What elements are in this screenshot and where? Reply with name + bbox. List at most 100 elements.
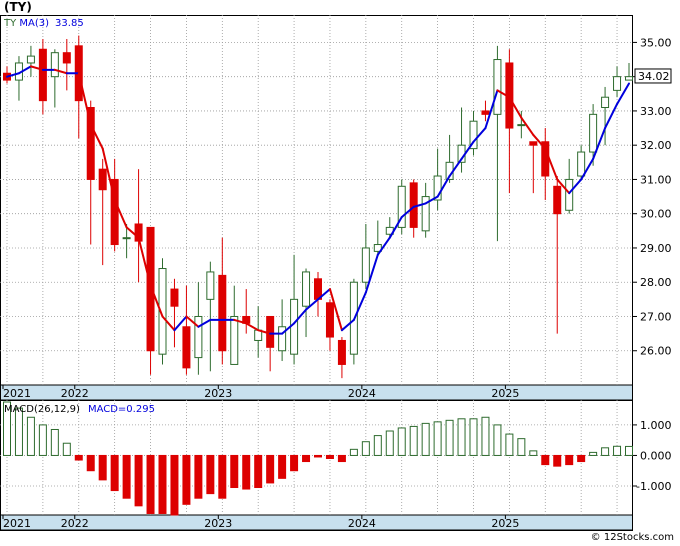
macd-bar xyxy=(302,454,311,463)
macd-bar xyxy=(361,441,370,456)
ma-line-segment xyxy=(424,195,439,205)
ma-line-segment xyxy=(496,89,511,99)
macd-date-axis xyxy=(0,514,633,531)
macd-bar xyxy=(3,401,11,456)
macd-bar xyxy=(110,454,119,492)
ma-line-segment xyxy=(436,175,451,198)
macd-bar xyxy=(38,424,47,456)
macd-bar xyxy=(385,430,394,456)
macd-bar xyxy=(194,454,203,499)
ma-line-segment xyxy=(101,147,116,201)
ma-line-segment xyxy=(364,253,379,294)
price-tick-label: 30.00 xyxy=(640,208,672,221)
candle-body xyxy=(565,178,574,211)
macd-frame xyxy=(0,400,633,531)
ma-line-segment xyxy=(388,216,403,239)
macd-bar xyxy=(122,454,131,499)
candle-body xyxy=(517,124,526,127)
macd-bar xyxy=(62,442,71,456)
macd-bar xyxy=(613,445,622,456)
macd-bar xyxy=(577,454,586,463)
macd-bar xyxy=(541,454,550,466)
ma-line-segment xyxy=(568,178,583,195)
legend-ma-value: 33.85 xyxy=(55,18,84,29)
ma-line-segment xyxy=(580,157,595,181)
price-tick-label: 32.00 xyxy=(640,139,672,152)
macd-bar xyxy=(134,454,143,507)
candle-body xyxy=(62,52,71,64)
macd-year-label: 2025 xyxy=(491,517,519,530)
candle-body xyxy=(421,196,430,232)
ma-line-segment xyxy=(305,298,319,311)
macd-bar xyxy=(170,454,179,516)
macd-bar xyxy=(445,419,454,456)
macd-bar xyxy=(146,454,155,514)
macd-legend: MACD(26,12,9) MACD=0.295 xyxy=(4,404,155,415)
candle-body xyxy=(146,226,155,352)
ma-line-segment xyxy=(544,147,559,181)
ma-line-segment xyxy=(328,288,343,332)
candle-body xyxy=(206,271,215,300)
ma-line-segment xyxy=(77,72,92,126)
macd-bar xyxy=(565,454,574,466)
ma-line-segment xyxy=(412,202,427,208)
candle-body xyxy=(122,237,131,240)
macd-bar xyxy=(98,454,107,481)
candle-body xyxy=(302,271,311,307)
candle-body xyxy=(553,185,562,215)
candle-body xyxy=(601,96,610,108)
chart-title: (TY) xyxy=(4,0,32,14)
ma-line-segment xyxy=(89,123,104,150)
candle-body xyxy=(337,339,346,365)
macd-bar xyxy=(230,454,239,489)
macd-bar xyxy=(409,425,418,456)
ma-line-segment xyxy=(185,315,200,328)
ma-line-segment xyxy=(257,329,272,335)
ma-line-segment xyxy=(400,205,415,219)
price-tick-label: 28.00 xyxy=(640,276,672,289)
candle-body xyxy=(170,288,179,307)
price-year-label: 2022 xyxy=(61,387,89,400)
ma-line-segment xyxy=(508,96,523,119)
ma-line-segment xyxy=(245,322,260,332)
ma-line-segment xyxy=(604,103,619,130)
macd-bar xyxy=(278,454,287,479)
ma-line-segment xyxy=(197,318,212,328)
ma-line-segment xyxy=(376,236,391,256)
macd-tick-label: 0.000 xyxy=(640,449,672,462)
price-legend: TY MA(3) 33.85 xyxy=(3,18,84,29)
candle-body xyxy=(158,268,167,355)
macd-year-label: 2021 xyxy=(3,517,31,530)
candle-body xyxy=(397,185,406,228)
macd-bar xyxy=(397,427,406,456)
macd-legend-value: MACD=0.295 xyxy=(88,404,155,415)
price-tick-label: 35.00 xyxy=(640,36,672,49)
price-year-label: 2025 xyxy=(491,387,519,400)
macd-bar xyxy=(14,407,23,456)
price-tick-label: 29.00 xyxy=(640,242,672,255)
candle-body xyxy=(577,151,586,177)
price-date-axis xyxy=(0,384,633,401)
ma-line-segment xyxy=(6,72,20,78)
macd-tick-label: -1.000 xyxy=(636,480,671,493)
macd-bar xyxy=(469,418,478,456)
candle-body xyxy=(481,110,490,115)
candle-body xyxy=(182,326,191,369)
macd-bar xyxy=(74,454,83,461)
price-year-label: 2021 xyxy=(3,387,31,400)
candle-body xyxy=(469,120,478,150)
macd-bar xyxy=(349,448,358,456)
candle-body xyxy=(361,247,370,283)
macd-bar xyxy=(373,435,382,456)
ma-line-segment xyxy=(173,315,188,332)
ma-line-segment xyxy=(137,236,152,287)
ma-line-segment xyxy=(556,178,571,195)
macd-bar xyxy=(337,454,346,463)
macd-bar xyxy=(553,454,562,467)
candle-body xyxy=(194,315,203,359)
candle-body xyxy=(373,244,382,252)
macd-bar xyxy=(325,454,334,460)
candle-body xyxy=(38,48,47,102)
macd-bar xyxy=(254,454,263,489)
ma-line-segment xyxy=(472,127,487,143)
